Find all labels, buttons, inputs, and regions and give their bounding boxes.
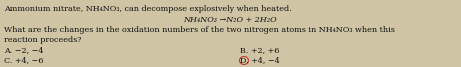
Text: D. +4, −4: D. +4, −4 (240, 56, 280, 64)
Text: Ammonium nitrate, NH₄NO₃, can decompose explosively when heated.: Ammonium nitrate, NH₄NO₃, can decompose … (4, 5, 292, 13)
Text: A. −2, −4: A. −2, −4 (4, 46, 43, 54)
Text: NH₄NO₃ →N₂O + 2H₂O: NH₄NO₃ →N₂O + 2H₂O (183, 16, 277, 24)
Text: C. +4, −6: C. +4, −6 (4, 56, 43, 64)
Text: What are the changes in the oxidation numbers of the two nitrogen atoms in NH₄NO: What are the changes in the oxidation nu… (4, 26, 395, 34)
Text: reaction proceeds?: reaction proceeds? (4, 36, 82, 44)
Text: B. +2, +6: B. +2, +6 (240, 46, 279, 54)
